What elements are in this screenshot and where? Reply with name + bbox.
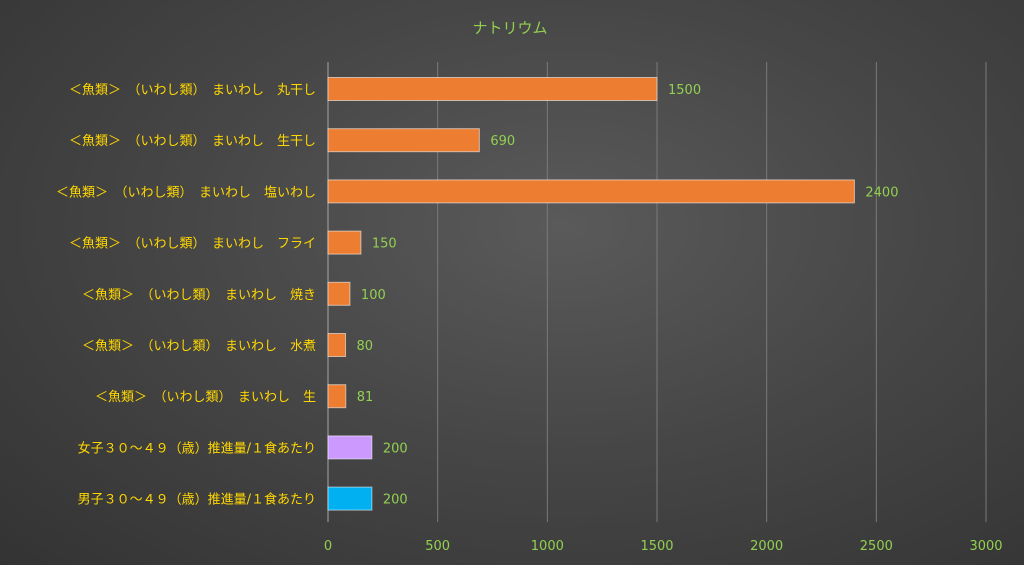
category-label: ＜魚類＞ （いわし類） まいわし 水煮 xyxy=(82,339,316,354)
category-label: ＜魚類＞ （いわし類） まいわし フライ xyxy=(69,237,316,252)
category-label: ＜魚類＞ （いわし類） まいわし 焼き xyxy=(82,288,316,303)
category-label: ＜魚類＞ （いわし類） まいわし 生干し xyxy=(69,134,316,149)
x-tick-label: 500 xyxy=(425,539,450,554)
category-label: 男子３０～４９（歳）推進量/１食あたり xyxy=(78,492,316,508)
bar xyxy=(327,486,373,511)
data-label: 1500 xyxy=(668,83,701,98)
bars xyxy=(327,77,855,511)
labels: 0 500 1000 1500 2000 2500 3000 1500 ＜魚類＞ （いわし類） … xyxy=(56,83,1003,554)
data-label: 200 xyxy=(383,441,408,456)
data-label: 100 xyxy=(361,288,386,303)
data-label: 200 xyxy=(383,493,408,508)
x-tick-label: 1000 xyxy=(531,539,564,554)
x-tick-label: 2000 xyxy=(750,539,783,554)
category-label: ＜魚類＞ （いわし類） まいわし 生 xyxy=(95,390,316,405)
category-label: ＜魚類＞ （いわし類） まいわし 塩いわし xyxy=(56,185,316,200)
bar xyxy=(327,179,855,204)
bar xyxy=(327,435,373,460)
x-tick-label: 3000 xyxy=(969,539,1002,554)
data-label: 80 xyxy=(357,339,374,354)
data-label: 2400 xyxy=(865,185,898,200)
data-label: 81 xyxy=(357,390,374,405)
bar xyxy=(327,128,480,153)
data-label: 150 xyxy=(372,237,397,252)
category-label: 女子３０～４９（歳）推進量/１食あたり xyxy=(78,440,316,456)
x-tick-label: 1500 xyxy=(640,539,673,554)
data-label: 690 xyxy=(490,134,515,149)
x-tick-label: 2500 xyxy=(860,539,893,554)
bar xyxy=(327,333,347,357)
bar xyxy=(327,230,362,255)
category-label: ＜魚類＞ （いわし類） まいわし 丸干し xyxy=(69,83,316,98)
chart-title: ナトリウム xyxy=(472,19,547,37)
bar xyxy=(327,77,658,101)
bar xyxy=(327,384,347,409)
bar xyxy=(327,281,351,306)
x-tick-label: 0 xyxy=(324,539,332,554)
